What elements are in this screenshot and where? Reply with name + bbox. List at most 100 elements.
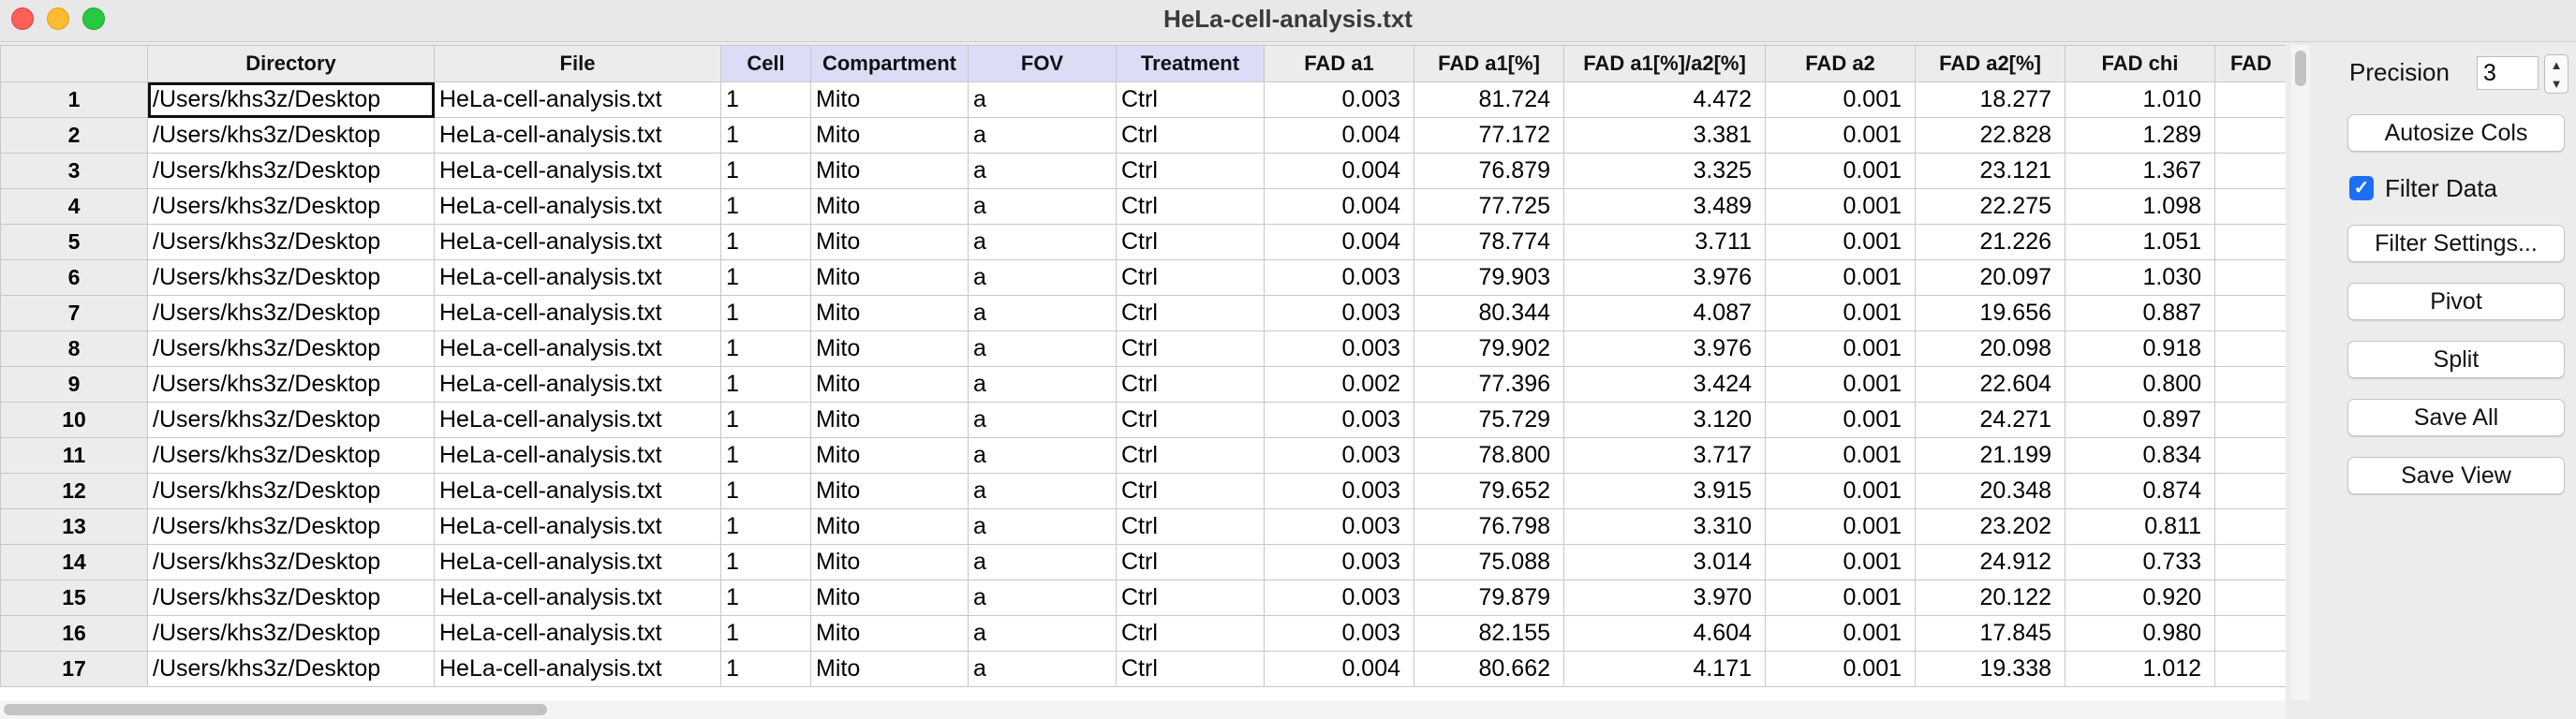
table-cell[interactable]: 1 bbox=[720, 153, 811, 189]
table-cell[interactable]: a bbox=[968, 437, 1117, 474]
table-cell[interactable]: 17.845 bbox=[1915, 615, 2065, 652]
column-header[interactable]: FAD a1 bbox=[1264, 45, 1414, 82]
table-cell[interactable]: /Users/khs3z/Desktop bbox=[147, 402, 435, 438]
table-cell[interactable]: a bbox=[968, 544, 1117, 580]
column-header[interactable]: Cell bbox=[720, 45, 811, 82]
table-cell[interactable] bbox=[2214, 580, 2286, 616]
column-header[interactable]: FAD bbox=[2214, 45, 2286, 82]
table-cell[interactable]: 0.003 bbox=[1264, 615, 1414, 652]
table-cell[interactable]: 77.725 bbox=[1414, 188, 1564, 225]
table-cell[interactable]: /Users/khs3z/Desktop bbox=[147, 508, 435, 545]
row-header[interactable]: 7 bbox=[0, 295, 148, 331]
table-cell[interactable]: 0.001 bbox=[1765, 81, 1916, 118]
table-cell[interactable]: 0.002 bbox=[1264, 366, 1414, 403]
table-cell[interactable]: 4.472 bbox=[1563, 81, 1766, 118]
horizontal-scrollbar[interactable] bbox=[0, 700, 2286, 719]
table-cell[interactable]: 0.887 bbox=[2065, 295, 2215, 331]
table-cell[interactable]: Mito bbox=[810, 259, 969, 296]
table-cell[interactable]: a bbox=[968, 259, 1117, 296]
table-cell[interactable]: 1 bbox=[720, 402, 811, 438]
table-cell[interactable]: HeLa-cell-analysis.txt bbox=[434, 402, 721, 438]
chevron-down-icon[interactable]: ▼ bbox=[2550, 76, 2563, 91]
table-cell[interactable] bbox=[2214, 544, 2286, 580]
table-cell[interactable]: 0.003 bbox=[1264, 295, 1414, 331]
table-cell[interactable]: 1 bbox=[720, 366, 811, 403]
table-cell[interactable]: Ctrl bbox=[1116, 259, 1265, 296]
table-cell[interactable]: 0.001 bbox=[1765, 473, 1916, 509]
table-cell[interactable]: 18.277 bbox=[1915, 81, 2065, 118]
table-cell[interactable]: 1 bbox=[720, 651, 811, 687]
table-cell[interactable]: Ctrl bbox=[1116, 153, 1265, 189]
horizontal-scroll-thumb[interactable] bbox=[4, 704, 547, 715]
row-header[interactable]: 15 bbox=[0, 580, 148, 616]
table-cell[interactable]: Mito bbox=[810, 330, 969, 367]
table-cell[interactable]: Mito bbox=[810, 153, 969, 189]
table-cell[interactable]: /Users/khs3z/Desktop bbox=[147, 366, 435, 403]
table-cell[interactable]: a bbox=[968, 295, 1117, 331]
table-cell[interactable]: Mito bbox=[810, 615, 969, 652]
column-header[interactable]: Directory bbox=[147, 45, 435, 82]
data-grid[interactable]: Directory File Cell Compartment FOV Treatment… bbox=[0, 45, 2286, 700]
table-cell[interactable]: 20.097 bbox=[1915, 259, 2065, 296]
table-cell[interactable]: HeLa-cell-analysis.txt bbox=[434, 615, 721, 652]
save-view-button[interactable]: Save View bbox=[2347, 457, 2565, 494]
row-header[interactable]: 17 bbox=[0, 651, 148, 687]
table-cell[interactable]: 0.003 bbox=[1264, 508, 1414, 545]
table-cell[interactable]: HeLa-cell-analysis.txt bbox=[434, 580, 721, 616]
table-cell[interactable]: HeLa-cell-analysis.txt bbox=[434, 117, 721, 154]
table-cell[interactable]: 0.004 bbox=[1264, 224, 1414, 260]
table-cell[interactable]: 0.001 bbox=[1765, 330, 1916, 367]
table-cell[interactable]: Ctrl bbox=[1116, 402, 1265, 438]
table-cell[interactable]: 0.733 bbox=[2065, 544, 2215, 580]
table-cell[interactable]: /Users/khs3z/Desktop bbox=[147, 651, 435, 687]
table-cell[interactable]: 0.001 bbox=[1765, 651, 1916, 687]
table-cell[interactable]: a bbox=[968, 81, 1117, 118]
row-header[interactable]: 16 bbox=[0, 615, 148, 652]
table-cell[interactable]: 24.912 bbox=[1915, 544, 2065, 580]
table-cell[interactable] bbox=[2214, 508, 2286, 545]
table-cell[interactable]: a bbox=[968, 580, 1117, 616]
table-cell[interactable]: Mito bbox=[810, 117, 969, 154]
table-cell[interactable]: 1 bbox=[720, 81, 811, 118]
table-cell[interactable]: 0.001 bbox=[1765, 508, 1916, 545]
table-cell[interactable]: 3.325 bbox=[1563, 153, 1766, 189]
column-header[interactable]: Compartment bbox=[810, 45, 969, 82]
table-cell[interactable]: 1.098 bbox=[2065, 188, 2215, 225]
row-header[interactable]: 14 bbox=[0, 544, 148, 580]
table-cell[interactable]: 75.088 bbox=[1414, 544, 1564, 580]
pivot-button[interactable]: Pivot bbox=[2347, 283, 2565, 320]
minimize-button-icon[interactable] bbox=[47, 7, 69, 30]
table-cell[interactable]: 3.915 bbox=[1563, 473, 1766, 509]
table-cell[interactable]: 22.604 bbox=[1915, 366, 2065, 403]
close-button-icon[interactable] bbox=[11, 7, 34, 30]
table-cell[interactable]: 1 bbox=[720, 330, 811, 367]
table-cell[interactable]: /Users/khs3z/Desktop bbox=[147, 188, 435, 225]
table-cell[interactable] bbox=[2214, 81, 2286, 118]
table-cell[interactable] bbox=[2214, 224, 2286, 260]
zoom-button-icon[interactable] bbox=[82, 7, 105, 30]
table-cell[interactable]: /Users/khs3z/Desktop bbox=[147, 437, 435, 474]
table-cell[interactable]: Ctrl bbox=[1116, 81, 1265, 118]
table-cell[interactable]: 23.121 bbox=[1915, 153, 2065, 189]
table-cell[interactable]: 0.001 bbox=[1765, 259, 1916, 296]
column-header[interactable]: FOV bbox=[968, 45, 1117, 82]
precision-input[interactable]: 3 bbox=[2477, 56, 2539, 90]
table-cell[interactable]: 3.976 bbox=[1563, 330, 1766, 367]
autosize-cols-button[interactable]: Autosize Cols bbox=[2347, 114, 2565, 152]
table-cell[interactable] bbox=[2214, 188, 2286, 225]
table-cell[interactable]: 1 bbox=[720, 473, 811, 509]
table-cell[interactable]: 0.004 bbox=[1264, 651, 1414, 687]
table-cell[interactable]: 0.004 bbox=[1264, 188, 1414, 225]
table-cell[interactable]: 4.087 bbox=[1563, 295, 1766, 331]
table-cell[interactable]: 1.010 bbox=[2065, 81, 2215, 118]
table-cell[interactable]: 80.344 bbox=[1414, 295, 1564, 331]
table-cell[interactable]: 0.003 bbox=[1264, 81, 1414, 118]
table-cell[interactable]: 0.874 bbox=[2065, 473, 2215, 509]
table-cell[interactable]: 1 bbox=[720, 580, 811, 616]
table-cell[interactable]: 4.604 bbox=[1563, 615, 1766, 652]
table-cell[interactable]: Ctrl bbox=[1116, 437, 1265, 474]
table-cell[interactable]: Mito bbox=[810, 81, 969, 118]
table-cell[interactable] bbox=[2214, 259, 2286, 296]
table-cell[interactable]: 0.001 bbox=[1765, 366, 1916, 403]
table-cell[interactable]: HeLa-cell-analysis.txt bbox=[434, 153, 721, 189]
